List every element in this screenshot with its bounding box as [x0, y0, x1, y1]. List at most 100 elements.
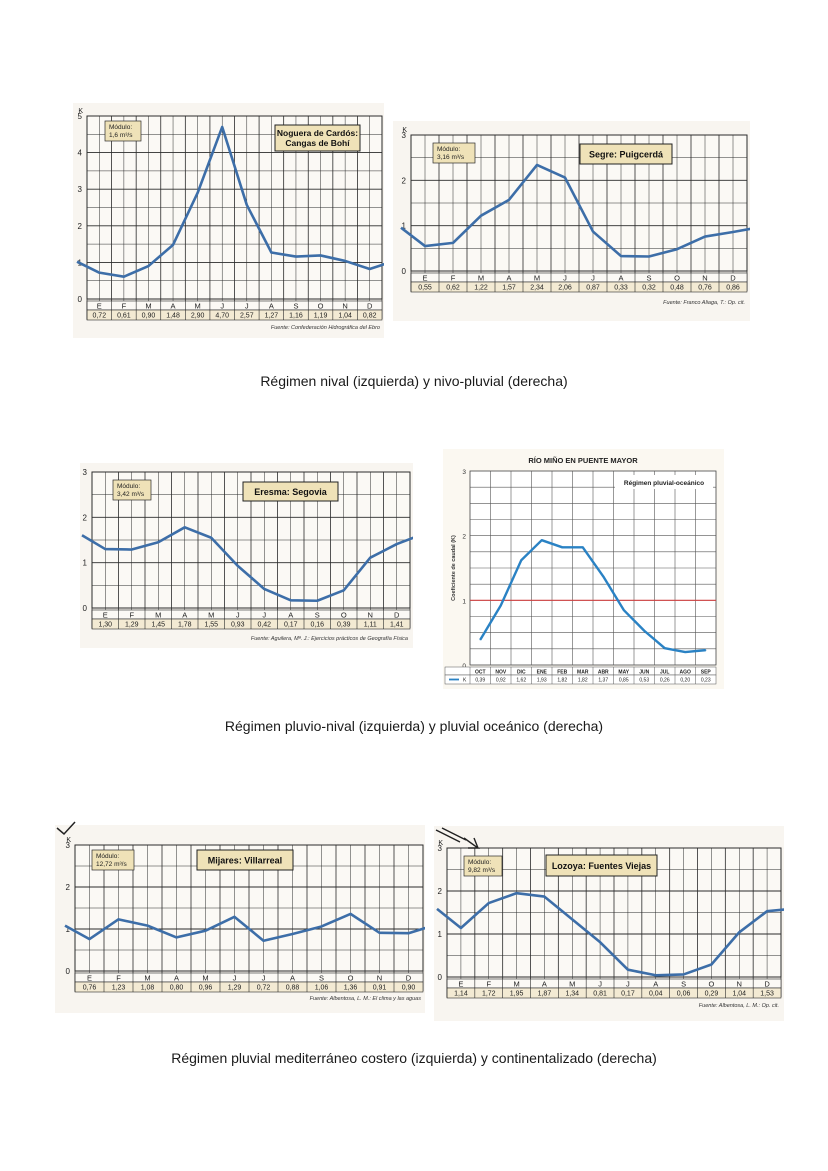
data-label: 1,37	[598, 678, 608, 684]
x-tick-label: OCT	[475, 669, 486, 675]
data-point	[643, 630, 645, 632]
x-tick-label: M	[534, 274, 540, 283]
chart-eresma-svg: 0 1 2 3 E 1,30 F 1,29 M 1,45 A 1,78 M 1,55 J 0,93 J 0,42 A…	[81, 468, 413, 642]
x-tick-label: E	[87, 974, 92, 983]
x-tick-label: SEP	[701, 669, 712, 675]
data-point	[648, 255, 650, 258]
data-label: 2,57	[240, 313, 254, 320]
chart-title: Segre: Puigcerdá	[589, 150, 664, 160]
data-point	[396, 543, 398, 545]
chart-mino-svg: RÍO MIÑO EN PUENTE MAYOR 0 1 2 3 Coeficiente …	[444, 456, 717, 685]
title-box	[242, 481, 339, 502]
x-tick-label: ABR	[598, 669, 609, 675]
chart-noguera-svg: 012345KE0,72F0,61M0,90A1,48M2,90J4,70J2,…	[76, 108, 384, 331]
data-point	[500, 604, 502, 607]
x-tick-label: NOV	[495, 669, 507, 675]
x-tick-label: J	[262, 611, 266, 620]
data-point	[520, 559, 522, 561]
x-tick-label: D	[764, 980, 770, 989]
data-label: 1,57	[502, 285, 516, 292]
x-tick-label: AGO	[680, 669, 692, 675]
data-label: 1,62	[516, 678, 526, 684]
data-label: 0,53	[639, 678, 649, 684]
y-tick-label: 0	[66, 967, 71, 976]
data-label: 0,17	[284, 622, 298, 629]
y-tick-label: 3	[78, 185, 83, 194]
modulo-value: 12,72 m³/s	[96, 861, 127, 868]
data-point	[424, 245, 426, 247]
title-box	[196, 849, 294, 871]
chart-eresma: 0 1 2 3 E 1,30 F 1,29 M 1,45 A 1,78 M 1,55 J 0,93 J 0,42 A…	[80, 463, 413, 648]
data-label: 0,90	[142, 313, 156, 320]
data-point	[262, 940, 265, 942]
data-label: 0,04	[649, 991, 663, 998]
data-label: 1,27	[265, 313, 279, 320]
data-point	[291, 933, 294, 935]
chart-segre-svg: 0 1 2 3K E 0,55 F 0,62 M 1,22 A 1,57 M 2,34 J 2,06 J 0,87…	[400, 127, 750, 306]
data-point	[320, 925, 323, 928]
data-point	[146, 925, 149, 927]
data-label: 0,86	[726, 285, 740, 292]
data-label: 1,04	[338, 313, 352, 320]
x-tick-label: J	[262, 974, 266, 983]
data-point	[344, 260, 346, 262]
caption-row3-text: Régimen pluvial mediterráneo costero (iz…	[171, 1050, 657, 1066]
y-tick-label: 2	[66, 883, 71, 892]
data-label: 1,82	[578, 678, 588, 684]
data-point	[184, 526, 186, 528]
data-label: 1,82	[557, 678, 567, 684]
x-tick-label: F	[129, 611, 134, 620]
caption-row1-text: Régimen nival (izquierda) y nivo-pluvial…	[260, 373, 568, 389]
modulo-value: 9,82 m³/s	[468, 867, 496, 874]
data-label: 1,87	[538, 991, 552, 998]
data-point	[582, 546, 584, 548]
data-label: 0,55	[418, 285, 432, 292]
data-point	[263, 588, 265, 590]
data-label: 1,29	[228, 985, 242, 992]
x-tick-label: M	[478, 274, 484, 283]
data-label: 0,72	[257, 985, 271, 992]
chart-lozoya-svg: 0 1 2 3K E 1,14 F 1,72 M 1,95 A 1,87 M 1,34 J 0,81 J 0,17…	[436, 840, 784, 1009]
y-tick-label: 2	[78, 222, 83, 231]
data-label: 1,95	[510, 991, 524, 998]
x-tick-label: D	[406, 974, 412, 983]
data-point	[479, 639, 481, 641]
data-label: 0,17	[621, 991, 635, 998]
data-label: 1,06	[315, 985, 329, 992]
y-tick-label: 2	[438, 887, 443, 896]
x-tick-label: O	[318, 302, 324, 311]
data-point	[602, 575, 604, 578]
data-label: 0,48	[670, 285, 684, 292]
y-tick-label: 1	[402, 222, 407, 231]
y-tick-label: 3	[66, 841, 71, 850]
x-tick-label: JUN	[639, 669, 649, 675]
modulo-label: Módulo:	[437, 146, 460, 153]
y-tick-label: 2	[83, 513, 88, 522]
data-label: 0,82	[363, 313, 377, 320]
chart-title-line2: Cangas de Bohí	[285, 138, 350, 148]
caption-row1: Régimen nival (izquierda) y nivo-pluvial…	[0, 373, 828, 389]
x-tick-label: ENE	[537, 669, 548, 675]
data-point	[343, 589, 345, 591]
data-point	[123, 276, 125, 278]
chart-title: Eresma: Segovia	[254, 487, 328, 497]
data-label: 1,08	[141, 985, 155, 992]
modulo-label: Módulo:	[109, 124, 132, 131]
subtitle-box	[615, 475, 713, 489]
data-point	[316, 600, 318, 602]
chart-mijares: 0 1 2 3 K E 0,76 F 1,23 M 1,08 A 0,80 M 0,96 J 1,29 J 0,72…	[55, 825, 425, 1013]
data-point	[147, 265, 150, 267]
x-tick-label: M	[144, 974, 150, 983]
data-point	[349, 913, 352, 915]
x-tick-label: J	[245, 302, 249, 311]
x-tick-label: A	[506, 274, 511, 283]
x-tick-label: J	[598, 980, 602, 989]
data-point	[682, 973, 685, 976]
y-tick-label: 2	[462, 534, 466, 541]
chart-title: RÍO MIÑO EN PUENTE MAYOR	[528, 456, 638, 465]
modulo-label: Módulo:	[117, 483, 140, 490]
data-label: 1,48	[166, 313, 180, 320]
modulo-value: 1,6 m³/s	[109, 132, 133, 139]
x-tick-label: S	[646, 274, 651, 283]
data-point	[623, 609, 625, 611]
